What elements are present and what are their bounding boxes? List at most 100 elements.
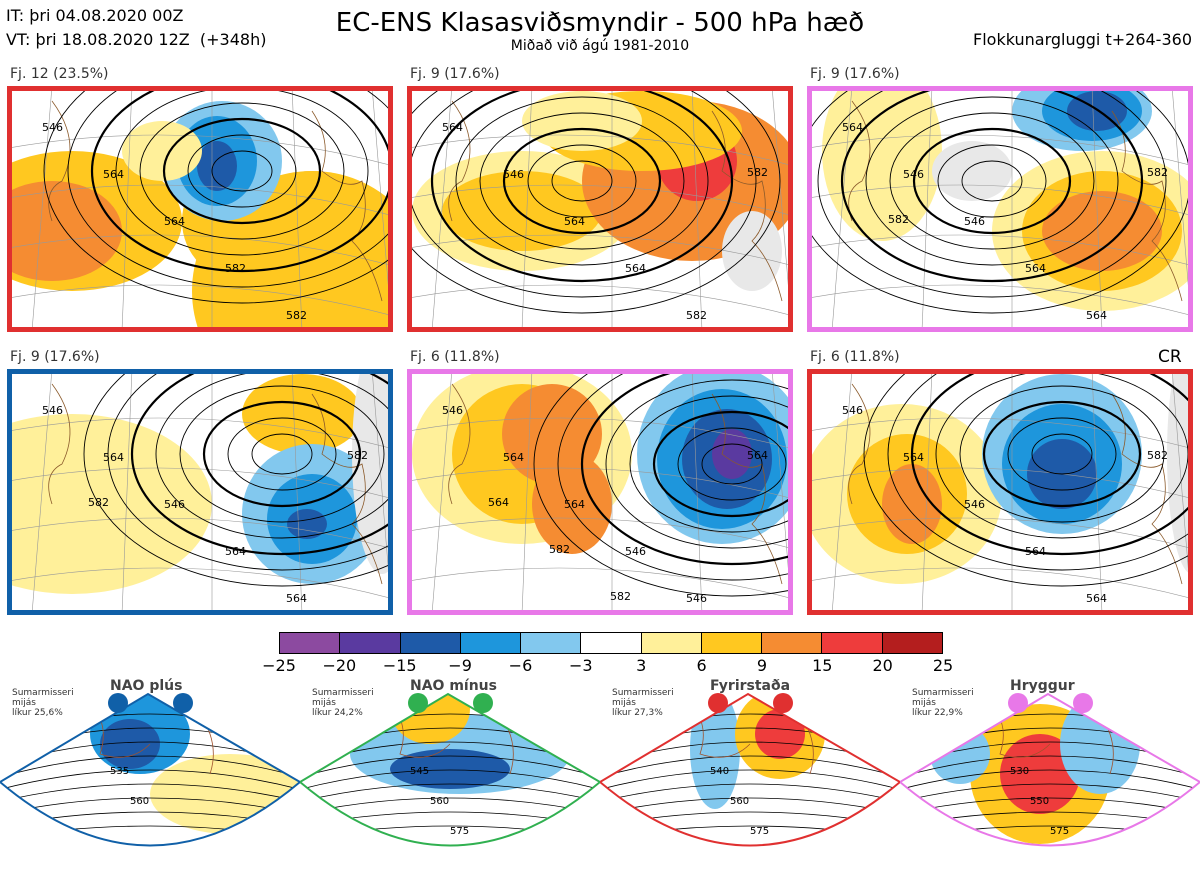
colorbar-tick-label: 25 bbox=[932, 656, 954, 675]
latitude-line bbox=[412, 284, 788, 315]
height-contour bbox=[1031, 433, 1093, 475]
latitude-line bbox=[812, 467, 1188, 498]
colorbar-tick-label: 9 bbox=[756, 656, 767, 675]
contour-label: 564 bbox=[1025, 262, 1046, 275]
height-contour bbox=[139, 102, 345, 240]
height-contour bbox=[107, 374, 388, 571]
regime-contour-label: 550 bbox=[1030, 796, 1049, 807]
regime-info: Sumarmisseri mijás líkur 22,9% bbox=[912, 688, 974, 718]
coastline bbox=[448, 383, 471, 505]
colorbar-segment bbox=[701, 633, 763, 653]
anomaly-area bbox=[722, 211, 782, 291]
longitude-line bbox=[832, 91, 852, 327]
contour-label: 564 bbox=[1025, 545, 1046, 558]
contour-label: 582 bbox=[686, 309, 707, 322]
height-contour bbox=[912, 127, 1072, 235]
longitude-line bbox=[121, 374, 133, 610]
graticule bbox=[12, 374, 388, 610]
height-contour bbox=[90, 91, 388, 273]
regime-marker bbox=[408, 693, 428, 713]
colorbar-tick-label: −15 bbox=[382, 656, 417, 675]
height-contour bbox=[430, 91, 734, 283]
regime-info-line: mijás bbox=[312, 698, 336, 708]
cluster-map-1: 546 564 564 582 582 bbox=[7, 86, 393, 332]
colorbar-tick-label: 15 bbox=[812, 656, 833, 675]
colorbar-tick-label: 20 bbox=[872, 656, 893, 675]
latitude-line bbox=[412, 184, 788, 215]
map-svg: 546 564 564 546 546 564 564 582 582 bbox=[412, 374, 788, 610]
regime-contour bbox=[0, 783, 300, 805]
contour-label: 546 bbox=[625, 545, 646, 558]
longitude-line bbox=[772, 91, 788, 286]
height-contour bbox=[887, 374, 1188, 571]
panel-2-label: Fj. 9 (17.6%) bbox=[410, 66, 500, 82]
height-contour bbox=[251, 433, 313, 475]
regime-1: 545 560 575 NAO mínus Sumarmisseri mijás líkur… bbox=[300, 674, 600, 871]
map-svg: 546 564 564 582 582 bbox=[12, 91, 388, 327]
regime-info-line: Sumarmisseri bbox=[312, 688, 374, 698]
regime-contour-label: 540 bbox=[710, 766, 729, 777]
contour-label: 564 bbox=[503, 451, 524, 464]
graticule bbox=[412, 91, 788, 327]
regime-contour bbox=[900, 783, 1200, 805]
coastline bbox=[311, 110, 383, 302]
latitude-line bbox=[812, 134, 1188, 165]
contour-label: 582 bbox=[286, 309, 307, 322]
height-contour bbox=[1007, 417, 1117, 491]
contour-label: 564 bbox=[842, 121, 863, 134]
cluster-map-2: 564 546 564 564 582 582 bbox=[407, 86, 793, 332]
regime-contour-label: 535 bbox=[110, 766, 129, 777]
regime-contour bbox=[300, 755, 600, 781]
height-contour bbox=[83, 374, 388, 587]
regime-info-line: Sumarmisseri bbox=[12, 688, 74, 698]
regime-0: 535 560 NAO plús Sumarmisseri mijás líkur 25,… bbox=[0, 674, 300, 871]
height-contour bbox=[412, 91, 781, 314]
contour-label: 564 bbox=[747, 449, 768, 462]
height-contours bbox=[43, 91, 388, 304]
longitude-line bbox=[1091, 91, 1103, 327]
longitude-line bbox=[1172, 374, 1188, 569]
contour-label: 582 bbox=[610, 590, 631, 603]
contour-labels: 546 564 546 564 564 582 582 bbox=[42, 404, 368, 605]
colorbar-segment bbox=[641, 633, 702, 653]
height-contour bbox=[551, 160, 613, 202]
height-contours bbox=[863, 374, 1188, 587]
anomaly-area bbox=[882, 464, 942, 544]
anomaly-area bbox=[1042, 191, 1162, 271]
height-contour bbox=[959, 385, 1165, 523]
fan-outline bbox=[600, 692, 900, 847]
contour-label: 564 bbox=[625, 262, 646, 275]
regime-info-line: mijás bbox=[912, 698, 936, 708]
latitude-line bbox=[412, 417, 788, 448]
colorbar-segment bbox=[822, 633, 883, 653]
page-title: EC-ENS Klasasviðsmyndir - 500 hPa hæð bbox=[335, 8, 865, 38]
graticule bbox=[12, 91, 388, 327]
regime-contour-label: 575 bbox=[450, 826, 469, 837]
panel-3-label: Fj. 9 (17.6%) bbox=[810, 66, 900, 82]
regime-contour bbox=[300, 769, 600, 793]
contour-label: 564 bbox=[1086, 592, 1107, 605]
contour-label: 546 bbox=[442, 404, 463, 417]
contour-label: 546 bbox=[686, 592, 707, 605]
latitude-line bbox=[12, 234, 388, 265]
height-contour bbox=[677, 427, 787, 501]
regime-anomaly bbox=[390, 694, 470, 744]
contour-label: 582 bbox=[347, 449, 368, 462]
anomaly-area bbox=[442, 171, 602, 251]
latitude-line bbox=[12, 567, 388, 598]
contour-label: 564 bbox=[564, 498, 585, 511]
anomaly-area bbox=[122, 121, 202, 181]
colorbar-segment bbox=[521, 633, 582, 653]
map-svg: 546 564 546 564 564 582 582 bbox=[12, 374, 388, 610]
fan-outline bbox=[0, 692, 300, 847]
contour-label: 582 bbox=[888, 213, 909, 226]
latitude-line bbox=[12, 517, 388, 548]
height-contour bbox=[527, 144, 637, 218]
longitude-line bbox=[921, 374, 933, 610]
anomaly-shading bbox=[822, 91, 1188, 311]
cluster-map-5: 546 564 564 546 546 564 564 582 582 bbox=[407, 369, 793, 615]
colorbar-tick-label: 3 bbox=[636, 656, 647, 675]
contour-label: 564 bbox=[286, 592, 307, 605]
coastline bbox=[848, 100, 871, 222]
anomaly-colorbar bbox=[279, 632, 943, 654]
